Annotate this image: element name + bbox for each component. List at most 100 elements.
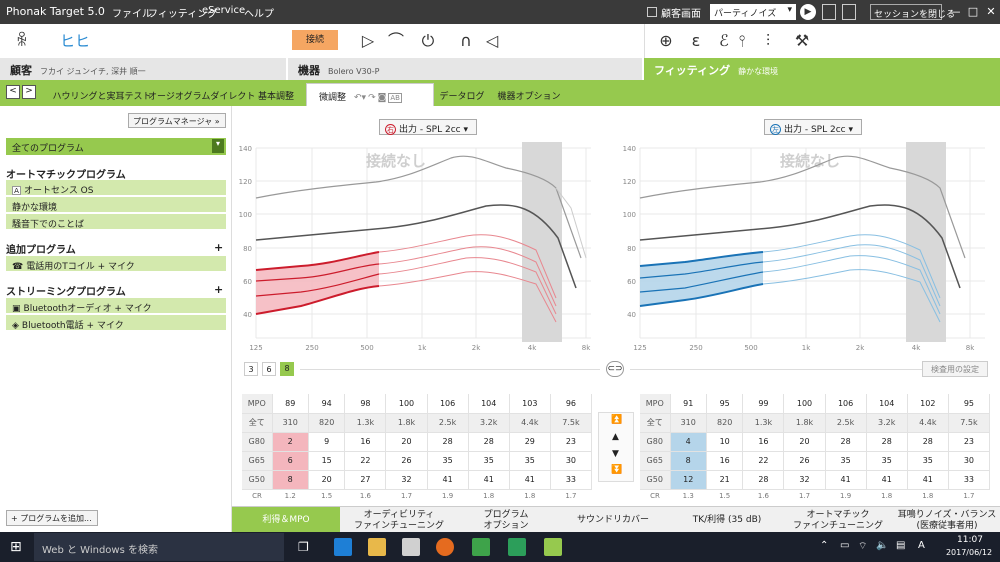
frequency-header[interactable]: 4.4k	[907, 413, 949, 433]
notification-icon[interactable]: ▤	[896, 540, 906, 551]
gain-cell[interactable]: 35	[509, 451, 551, 471]
program-item-tcoil[interactable]: ☎ 電話用のTコイル + マイク	[6, 256, 226, 272]
frequency-header[interactable]: 2.5k	[825, 413, 867, 433]
target-icon[interactable]: ⊕	[659, 31, 673, 50]
back-icon[interactable]: <	[6, 85, 20, 99]
play-icon[interactable]: ▶	[800, 4, 816, 20]
mpo-value[interactable]: 102	[907, 394, 949, 414]
noise-select[interactable]: パーティノイズ ▾	[710, 4, 796, 20]
forward-icon[interactable]: >	[22, 85, 36, 99]
frequency-header[interactable]: 310	[670, 413, 707, 433]
channel-3-button[interactable]: 3	[244, 362, 258, 376]
program-item-bt-phone[interactable]: ◈ Bluetooth電話 + マイク	[6, 315, 226, 331]
gain-cell[interactable]: 28	[742, 470, 785, 490]
frequency-header[interactable]: 3.2k	[468, 413, 510, 433]
speaker-icon[interactable]: ◁	[485, 31, 499, 50]
app-icon[interactable]	[508, 538, 526, 556]
mpo-value[interactable]: 106	[427, 394, 469, 414]
bte-device-icon[interactable]: ⌒	[387, 31, 404, 50]
sliders-icon[interactable]: ⫶	[765, 31, 770, 50]
frequency-header[interactable]: 1.8k	[783, 413, 826, 433]
tab-device-options[interactable]: 機器オプション	[497, 92, 561, 102]
minimize-icon[interactable]: —	[949, 5, 961, 18]
channel-8-button[interactable]: 8	[280, 362, 294, 376]
gain-cell[interactable]: 33	[550, 470, 593, 490]
task-view-icon[interactable]: ❐	[298, 540, 309, 554]
tab-feedback[interactable]: ハウリングと実耳テスト	[52, 92, 152, 102]
redo-icon[interactable]: ↷	[368, 93, 376, 103]
ear-detail-icon[interactable]: ℰ	[719, 31, 729, 50]
link-ears-icon[interactable]: ⊂⊃	[606, 361, 624, 377]
mpo-value[interactable]: 106	[825, 394, 867, 414]
menu-eservice[interactable]: eService	[202, 5, 246, 16]
program-item-quiet[interactable]: 静かな環境	[6, 197, 226, 213]
frequency-header[interactable]: 1.3k	[344, 413, 387, 433]
gain-cell[interactable]: 32	[783, 470, 826, 490]
mpo-value[interactable]: 104	[866, 394, 908, 414]
mpo-value[interactable]: 99	[742, 394, 785, 414]
mpo-value[interactable]: 100	[385, 394, 428, 414]
gain-cell[interactable]: 28	[907, 432, 949, 452]
gain-cell[interactable]: 20	[308, 470, 346, 490]
ime-indicator[interactable]: A	[918, 540, 925, 551]
gain-cell[interactable]: 28	[427, 432, 469, 452]
mpo-value[interactable]: 104	[468, 394, 510, 414]
gain-cell[interactable]: 41	[427, 470, 469, 490]
decrease-icon[interactable]: ▼	[612, 449, 619, 459]
tab-program-options[interactable]: プログラム オプション	[458, 507, 554, 533]
edge-icon[interactable]	[334, 538, 352, 556]
tab-tk-gain[interactable]: TK/利得 (35 dB)	[672, 507, 782, 533]
gain-cell[interactable]: 41	[866, 470, 908, 490]
firefox-icon[interactable]	[436, 538, 454, 556]
client-screen-checkbox[interactable]	[647, 7, 657, 17]
menu-file[interactable]: ファイル	[112, 9, 152, 20]
mpo-value[interactable]: 95	[948, 394, 991, 414]
gain-cell[interactable]: 22	[344, 451, 387, 471]
mpo-value[interactable]: 94	[308, 394, 346, 414]
frequency-header[interactable]: 3.2k	[866, 413, 908, 433]
gain-cell[interactable]: 23	[948, 432, 991, 452]
menu-help[interactable]: ヘルプ	[244, 9, 274, 20]
battery-icon[interactable]: ▭	[840, 540, 850, 551]
file-explorer-icon[interactable]	[368, 538, 386, 556]
gain-cell[interactable]: 20	[385, 432, 428, 452]
volume-icon[interactable]: 🔈	[876, 540, 889, 551]
gain-cell[interactable]: 41	[468, 470, 510, 490]
increase-icon[interactable]: ▲	[612, 432, 619, 442]
mpo-value[interactable]: 100	[783, 394, 826, 414]
gain-cell[interactable]: 33	[948, 470, 991, 490]
gain-cell[interactable]: 28	[468, 432, 510, 452]
mpo-value[interactable]: 98	[344, 394, 387, 414]
tab-fine-tuning[interactable]: 微調整 ↶▾ ↷ ◙ AB	[306, 83, 434, 106]
frequency-header[interactable]: 1.3k	[742, 413, 785, 433]
save-icon[interactable]	[842, 4, 856, 20]
gain-cell[interactable]: 28	[866, 432, 908, 452]
receiver-icon[interactable]: ∩	[460, 31, 472, 50]
add-program-button[interactable]: + プログラムを追加...	[6, 510, 98, 526]
frequency-header[interactable]: 2.5k	[427, 413, 469, 433]
frequency-header[interactable]: 7.5k	[948, 413, 991, 433]
maximize-icon[interactable]: □	[967, 5, 979, 18]
camera-icon[interactable]: ◙	[377, 93, 387, 103]
frequency-header[interactable]: 820	[308, 413, 346, 433]
program-item-speech-in-noise[interactable]: 騒音下でのことば	[6, 214, 226, 230]
gain-cell[interactable]: 28	[825, 432, 867, 452]
add-streaming-plus-icon[interactable]: +	[214, 283, 224, 296]
increase-fast-icon[interactable]: ⏫	[611, 415, 623, 425]
gain-cell[interactable]: 35	[427, 451, 469, 471]
gain-cell[interactable]: 29	[509, 432, 551, 452]
menu-fitting[interactable]: フィッティング	[148, 9, 218, 20]
gain-cell[interactable]: 12	[670, 470, 707, 490]
program-item-autosense[interactable]: A オートセンス OS	[6, 180, 226, 196]
gain-cell[interactable]: 41	[907, 470, 949, 490]
all-frequencies-label[interactable]: 全て	[640, 413, 671, 433]
clock-time[interactable]: 11:07	[957, 535, 983, 545]
close-session-button[interactable]: セッションを閉じる	[870, 4, 955, 20]
client-icon[interactable]: ꆜ	[15, 31, 29, 50]
channel-6-button[interactable]: 6	[262, 362, 276, 376]
network-icon[interactable]: ⌔	[858, 541, 868, 552]
exam-settings-button[interactable]: 検査用の設定	[922, 361, 988, 377]
gain-cell[interactable]: 8	[272, 470, 309, 490]
mpo-value[interactable]: 89	[272, 394, 309, 414]
tab-automatic-fine-tuning[interactable]: オートマチック ファインチューニング	[786, 507, 890, 533]
